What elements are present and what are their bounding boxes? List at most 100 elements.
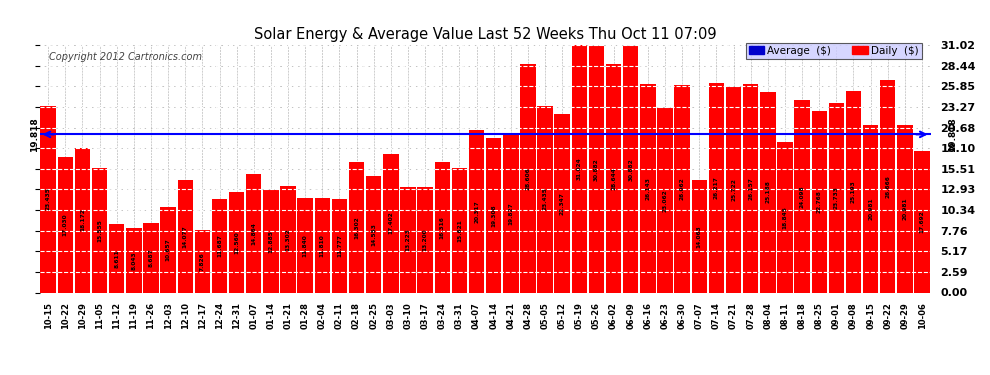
Bar [623, 46, 639, 292]
Bar [845, 92, 861, 292]
Bar [641, 84, 655, 292]
Text: 23.435: 23.435 [543, 188, 547, 210]
Text: 13.223: 13.223 [406, 228, 411, 251]
Bar [92, 168, 107, 292]
Text: 11.840: 11.840 [303, 234, 308, 256]
Bar [297, 198, 313, 292]
Bar [383, 154, 399, 292]
Text: 30.882: 30.882 [594, 158, 599, 181]
Text: 25.188: 25.188 [765, 181, 770, 204]
Bar [263, 190, 278, 292]
Text: 26.217: 26.217 [714, 177, 719, 200]
Text: 18.172: 18.172 [80, 209, 85, 231]
Text: 16.316: 16.316 [440, 216, 445, 239]
Text: 16.302: 16.302 [354, 216, 359, 239]
Text: 13.200: 13.200 [423, 228, 428, 251]
Bar [812, 111, 827, 292]
Bar [247, 174, 261, 292]
Text: 14.553: 14.553 [371, 223, 376, 246]
Bar [915, 152, 930, 292]
Bar [41, 105, 55, 292]
Text: 20.981: 20.981 [903, 198, 908, 220]
Bar [74, 147, 90, 292]
Bar [674, 84, 690, 292]
Text: 25.193: 25.193 [851, 181, 856, 203]
Text: 11.810: 11.810 [320, 234, 325, 257]
Bar [469, 130, 484, 292]
Text: 22.768: 22.768 [817, 190, 822, 213]
Text: 23.435: 23.435 [46, 188, 50, 210]
Bar [606, 64, 622, 292]
Text: 14.077: 14.077 [183, 225, 188, 248]
Text: 12.885: 12.885 [268, 230, 273, 252]
Bar [109, 224, 125, 292]
Text: 22.347: 22.347 [559, 192, 564, 215]
Bar [760, 92, 775, 292]
Text: 24.098: 24.098 [800, 185, 805, 208]
Bar [126, 228, 142, 292]
Text: 14.063: 14.063 [697, 225, 702, 248]
Text: 15.621: 15.621 [457, 219, 462, 242]
Title: Solar Energy & Average Value Last 52 Weeks Thu Oct 11 07:09: Solar Energy & Average Value Last 52 Wee… [253, 27, 717, 42]
Bar [829, 103, 844, 292]
Text: 19.827: 19.827 [508, 202, 513, 225]
Bar [315, 198, 330, 292]
Text: 8.687: 8.687 [148, 249, 153, 267]
Bar [212, 199, 228, 292]
Text: 19.818: 19.818 [30, 117, 39, 152]
Text: 12.560: 12.560 [235, 231, 240, 254]
Bar [400, 187, 416, 292]
Bar [777, 142, 793, 292]
Text: 28.606: 28.606 [526, 167, 531, 190]
Bar [571, 45, 587, 292]
Text: 25.722: 25.722 [731, 178, 736, 201]
Text: 17.692: 17.692 [920, 210, 925, 233]
Bar [348, 162, 364, 292]
Bar [794, 100, 810, 292]
Text: 19.818: 19.818 [948, 117, 957, 152]
Text: 8.611: 8.611 [114, 249, 119, 267]
Bar [435, 162, 450, 292]
Bar [451, 168, 467, 292]
Bar [332, 198, 347, 292]
Text: 18.845: 18.845 [782, 206, 787, 229]
Bar [177, 180, 193, 292]
Bar [726, 87, 742, 292]
Text: 28.644: 28.644 [611, 167, 616, 190]
Bar [863, 125, 878, 292]
Bar [538, 105, 552, 292]
Bar [144, 223, 158, 292]
Text: 8.043: 8.043 [132, 251, 137, 270]
Bar [897, 125, 913, 292]
Text: 10.657: 10.657 [165, 238, 170, 261]
Text: 26.143: 26.143 [645, 177, 650, 200]
Text: 11.777: 11.777 [337, 234, 342, 257]
Bar [657, 108, 673, 292]
Bar [57, 157, 73, 292]
Bar [503, 134, 519, 292]
Text: 20.317: 20.317 [474, 200, 479, 223]
Bar [418, 187, 433, 292]
Bar [160, 207, 176, 292]
Text: 11.687: 11.687 [217, 234, 222, 257]
Bar [520, 64, 536, 292]
Text: 17.402: 17.402 [388, 212, 393, 234]
Text: 15.555: 15.555 [97, 219, 102, 242]
Text: 20.981: 20.981 [868, 198, 873, 220]
Text: 26.062: 26.062 [680, 177, 685, 200]
Bar [742, 84, 758, 292]
Bar [229, 192, 245, 292]
Text: 13.302: 13.302 [285, 228, 290, 251]
Legend: Average  ($), Daily  ($): Average ($), Daily ($) [745, 42, 922, 59]
Text: 31.024: 31.024 [577, 158, 582, 180]
Text: 14.864: 14.864 [251, 222, 256, 245]
Bar [280, 186, 296, 292]
Text: 26.157: 26.157 [748, 177, 753, 200]
Text: 26.666: 26.666 [885, 175, 890, 198]
Bar [486, 138, 501, 292]
Bar [554, 114, 570, 292]
Bar [880, 80, 896, 292]
Text: 30.882: 30.882 [629, 158, 634, 181]
Text: 19.308: 19.308 [491, 204, 496, 227]
Bar [195, 230, 210, 292]
